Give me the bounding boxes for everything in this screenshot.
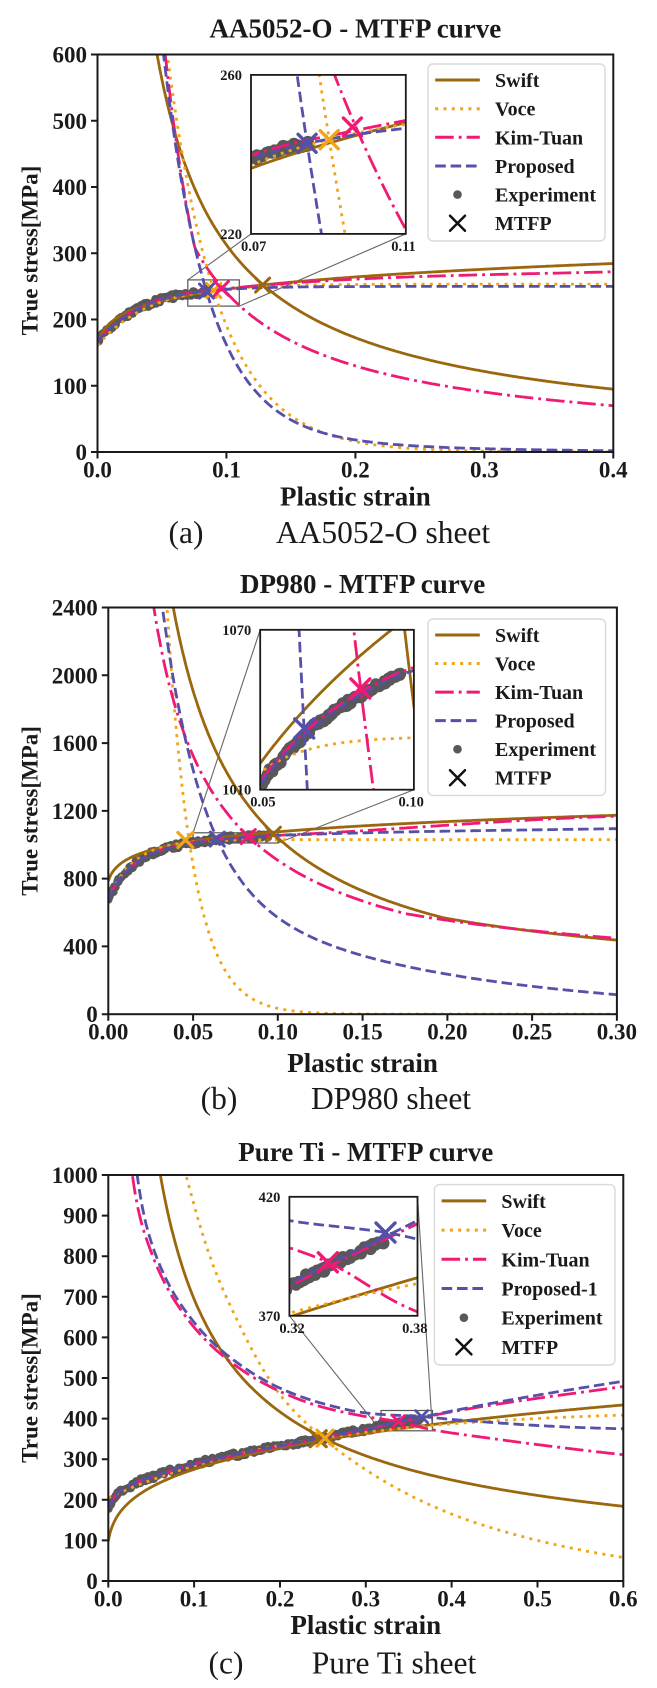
svg-text:0.1: 0.1 xyxy=(212,458,241,483)
svg-text:MTFP: MTFP xyxy=(495,213,552,235)
svg-text:0: 0 xyxy=(76,440,88,465)
svg-text:200: 200 xyxy=(53,308,88,333)
svg-text:500: 500 xyxy=(63,1366,98,1391)
svg-text:0: 0 xyxy=(86,1002,98,1027)
svg-text:MTFP: MTFP xyxy=(495,768,552,790)
svg-text:Plastic strain: Plastic strain xyxy=(287,1048,438,1078)
svg-text:AA5052-O - MTFP curve: AA5052-O - MTFP curve xyxy=(210,14,502,44)
svg-text:Experiment: Experiment xyxy=(495,739,596,761)
svg-text:370: 370 xyxy=(259,1309,281,1325)
svg-text:MTFP: MTFP xyxy=(501,1337,558,1359)
svg-text:Pure Ti sheet: Pure Ti sheet xyxy=(312,1646,477,1681)
svg-text:Swift: Swift xyxy=(501,1191,546,1213)
svg-text:100: 100 xyxy=(53,374,88,399)
svg-text:0.4: 0.4 xyxy=(599,458,628,483)
svg-text:Kim-Tuan: Kim-Tuan xyxy=(495,682,583,704)
svg-text:2000: 2000 xyxy=(52,663,98,688)
svg-text:1000: 1000 xyxy=(52,1163,98,1188)
svg-text:Voce: Voce xyxy=(495,654,535,676)
svg-text:400: 400 xyxy=(53,175,88,200)
svg-text:0.07: 0.07 xyxy=(241,239,266,255)
svg-text:2400: 2400 xyxy=(52,596,98,621)
svg-text:Voce: Voce xyxy=(495,99,535,121)
svg-text:0: 0 xyxy=(86,1569,98,1594)
svg-text:True stress[MPa]: True stress[MPa] xyxy=(18,726,43,896)
svg-text:DP980 - MTFP curve: DP980 - MTFP curve xyxy=(240,569,485,599)
svg-text:0.00: 0.00 xyxy=(88,1020,128,1045)
svg-text:True stress[MPa]: True stress[MPa] xyxy=(18,166,43,336)
svg-text:600: 600 xyxy=(63,1325,98,1350)
svg-text:(a): (a) xyxy=(169,515,204,550)
svg-text:1200: 1200 xyxy=(52,799,98,824)
svg-text:200: 200 xyxy=(63,1488,98,1513)
svg-text:(c): (c) xyxy=(209,1646,244,1681)
svg-text:Proposed-1: Proposed-1 xyxy=(501,1279,597,1301)
svg-text:300: 300 xyxy=(53,241,88,266)
svg-text:0.20: 0.20 xyxy=(427,1020,467,1045)
svg-text:400: 400 xyxy=(63,1407,98,1432)
svg-text:0.25: 0.25 xyxy=(512,1020,552,1045)
svg-text:0.10: 0.10 xyxy=(399,795,424,811)
svg-text:220: 220 xyxy=(220,227,242,243)
svg-text:0.11: 0.11 xyxy=(391,239,416,255)
svg-text:Kim-Tuan: Kim-Tuan xyxy=(501,1249,589,1271)
svg-text:AA5052-O sheet: AA5052-O sheet xyxy=(276,515,491,550)
svg-text:0.05: 0.05 xyxy=(173,1020,213,1045)
svg-text:DP980 sheet: DP980 sheet xyxy=(311,1081,471,1116)
svg-text:700: 700 xyxy=(63,1285,98,1310)
svg-text:1070: 1070 xyxy=(222,623,251,639)
svg-text:1010: 1010 xyxy=(222,783,251,799)
svg-text:420: 420 xyxy=(259,1190,281,1206)
svg-text:0.38: 0.38 xyxy=(402,1321,427,1337)
svg-text:0.15: 0.15 xyxy=(342,1020,382,1045)
svg-text:Experiment: Experiment xyxy=(495,185,596,207)
svg-text:300: 300 xyxy=(63,1447,98,1472)
svg-text:0.30: 0.30 xyxy=(597,1020,637,1045)
svg-text:0.2: 0.2 xyxy=(341,458,370,483)
svg-text:Plastic strain: Plastic strain xyxy=(280,482,431,512)
svg-text:Experiment: Experiment xyxy=(501,1308,602,1330)
svg-text:400: 400 xyxy=(63,934,98,959)
svg-text:Pure Ti - MTFP curve: Pure Ti - MTFP curve xyxy=(238,1137,493,1167)
svg-text:900: 900 xyxy=(63,1204,98,1229)
svg-text:0.6: 0.6 xyxy=(609,1587,638,1612)
svg-text:Voce: Voce xyxy=(501,1220,541,1242)
svg-text:500: 500 xyxy=(53,109,88,134)
svg-text:Proposed: Proposed xyxy=(495,156,575,178)
svg-text:0.4: 0.4 xyxy=(437,1587,466,1612)
svg-text:Swift: Swift xyxy=(495,625,540,647)
svg-text:0.5: 0.5 xyxy=(523,1587,552,1612)
svg-text:0.1: 0.1 xyxy=(180,1587,209,1612)
svg-text:Proposed: Proposed xyxy=(495,711,575,733)
svg-text:Swift: Swift xyxy=(495,70,540,92)
svg-text:0.3: 0.3 xyxy=(470,458,499,483)
svg-text:0.3: 0.3 xyxy=(351,1587,380,1612)
svg-text:0.10: 0.10 xyxy=(258,1020,298,1045)
svg-text:800: 800 xyxy=(63,1244,98,1269)
svg-text:0.32: 0.32 xyxy=(279,1321,304,1337)
svg-text:Plastic strain: Plastic strain xyxy=(290,1610,441,1640)
svg-text:0.2: 0.2 xyxy=(266,1587,295,1612)
svg-text:1600: 1600 xyxy=(52,731,98,756)
svg-text:0.0: 0.0 xyxy=(94,1587,123,1612)
svg-text:100: 100 xyxy=(63,1528,98,1553)
svg-text:Kim-Tuan: Kim-Tuan xyxy=(495,127,583,149)
svg-text:0.05: 0.05 xyxy=(250,795,275,811)
svg-text:600: 600 xyxy=(53,43,88,68)
svg-text:(b): (b) xyxy=(201,1081,238,1116)
svg-text:260: 260 xyxy=(220,68,242,84)
svg-text:True stress[MPa]: True stress[MPa] xyxy=(18,1293,43,1463)
svg-text:800: 800 xyxy=(63,867,98,892)
svg-text:0.0: 0.0 xyxy=(83,458,112,483)
